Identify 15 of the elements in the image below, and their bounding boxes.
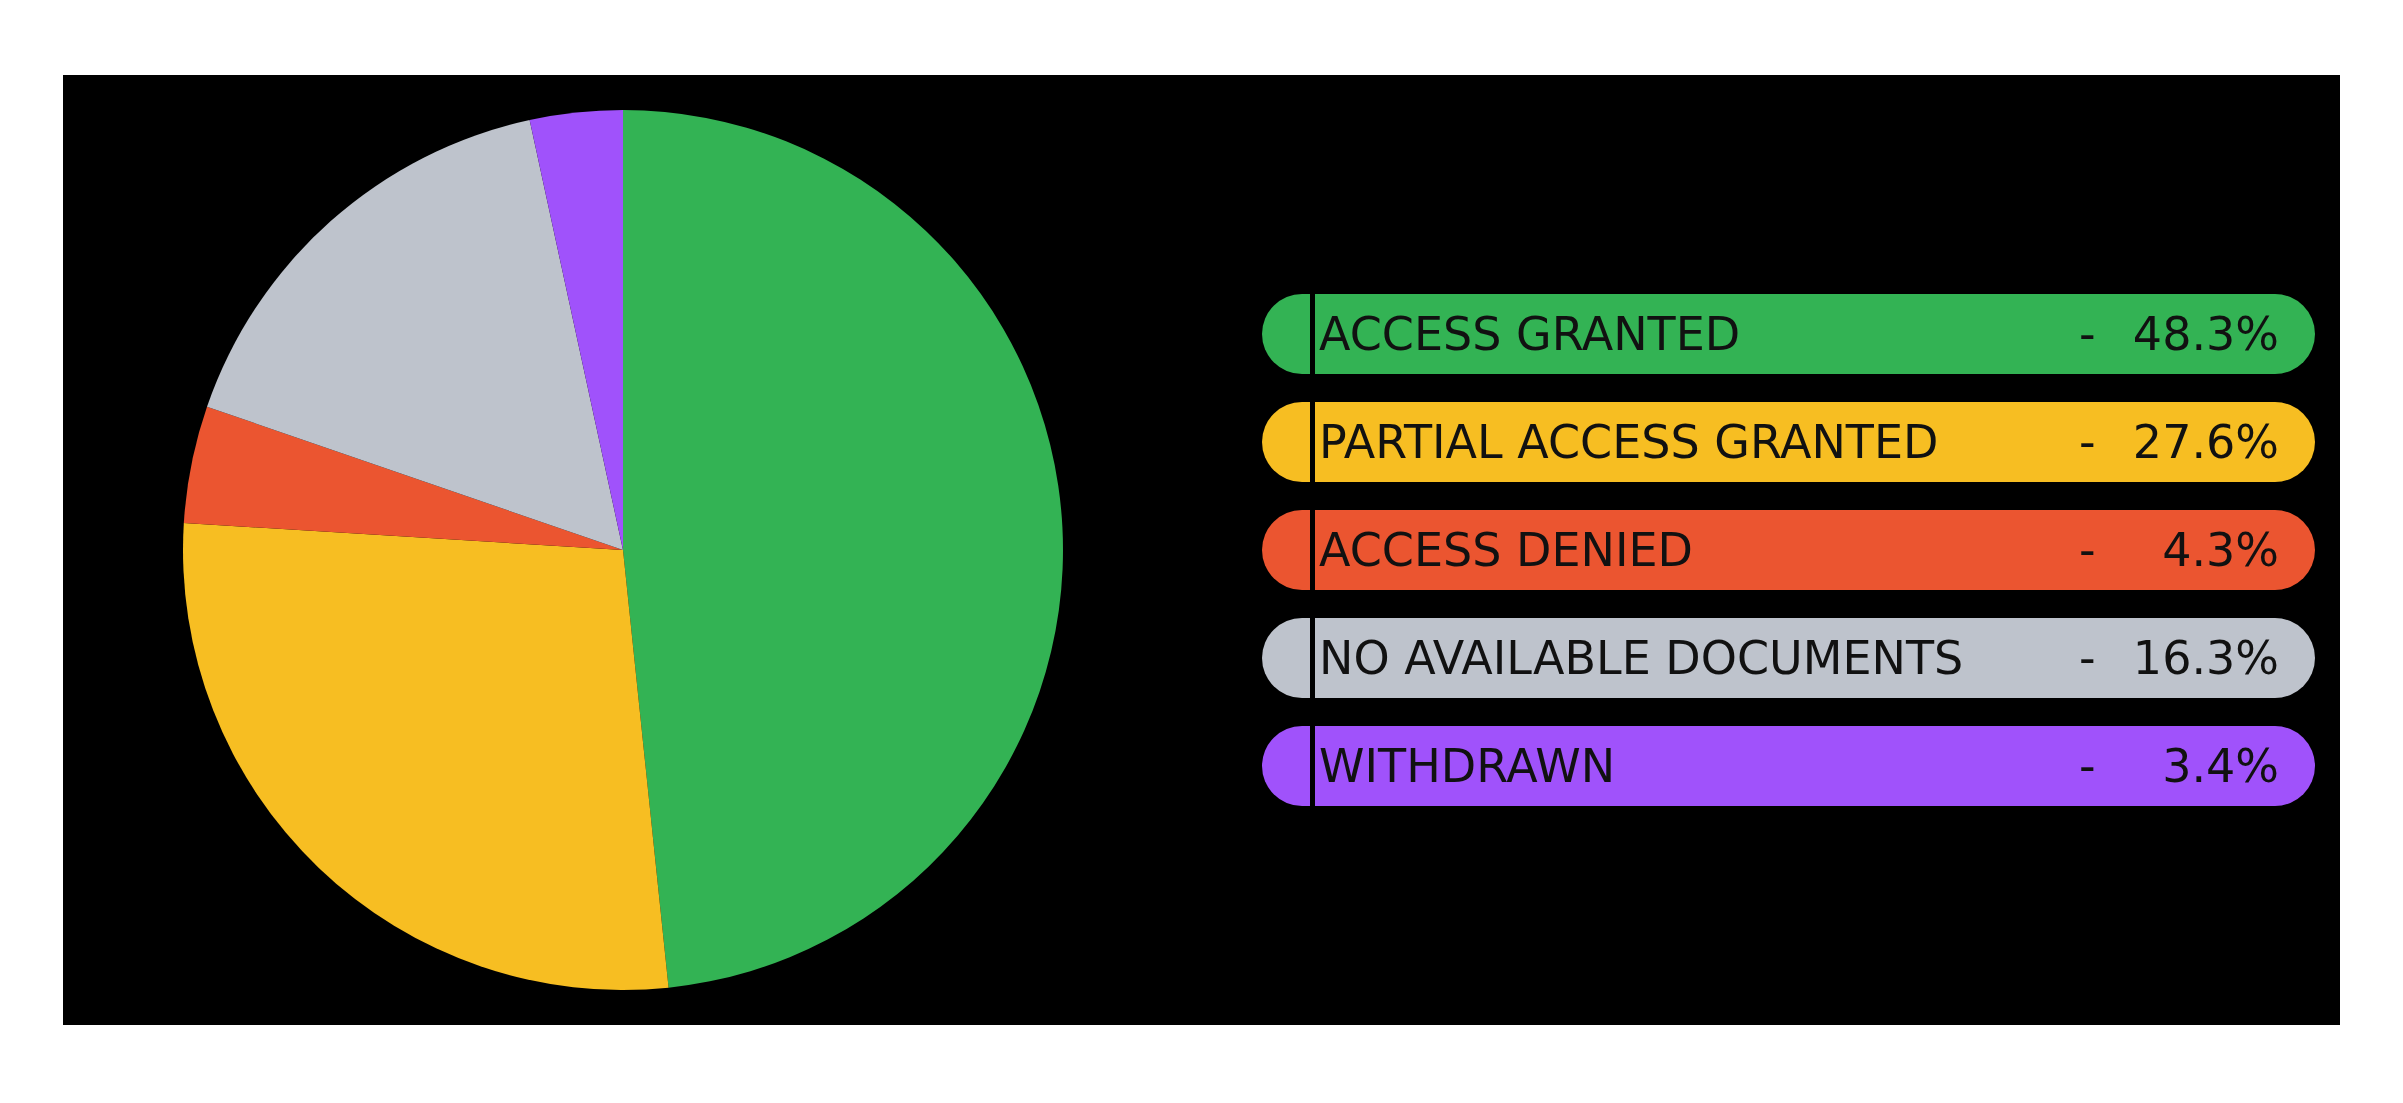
legend-label: NO AVAILABLE DOCUMENTS (1319, 631, 1964, 685)
legend-label: ACCESS GRANTED (1319, 307, 1741, 361)
text: - (2079, 307, 2096, 361)
legend-label: ACCESS DENIED (1319, 523, 1693, 577)
data-label: 27.6% (2132, 415, 2279, 469)
legend-label: WITHDRAWN (1319, 739, 1616, 793)
text: - (2079, 415, 2096, 469)
data-label: 4.3% (2162, 523, 2279, 577)
text: - (2079, 739, 2096, 793)
legend-label: PARTIAL ACCESS GRANTED (1319, 415, 1939, 469)
text: - (2079, 523, 2096, 577)
text: - (2079, 631, 2096, 685)
data-label: 48.3% (2132, 307, 2279, 361)
data-label: 3.4% (2162, 739, 2279, 793)
data-label: 16.3% (2132, 631, 2279, 685)
